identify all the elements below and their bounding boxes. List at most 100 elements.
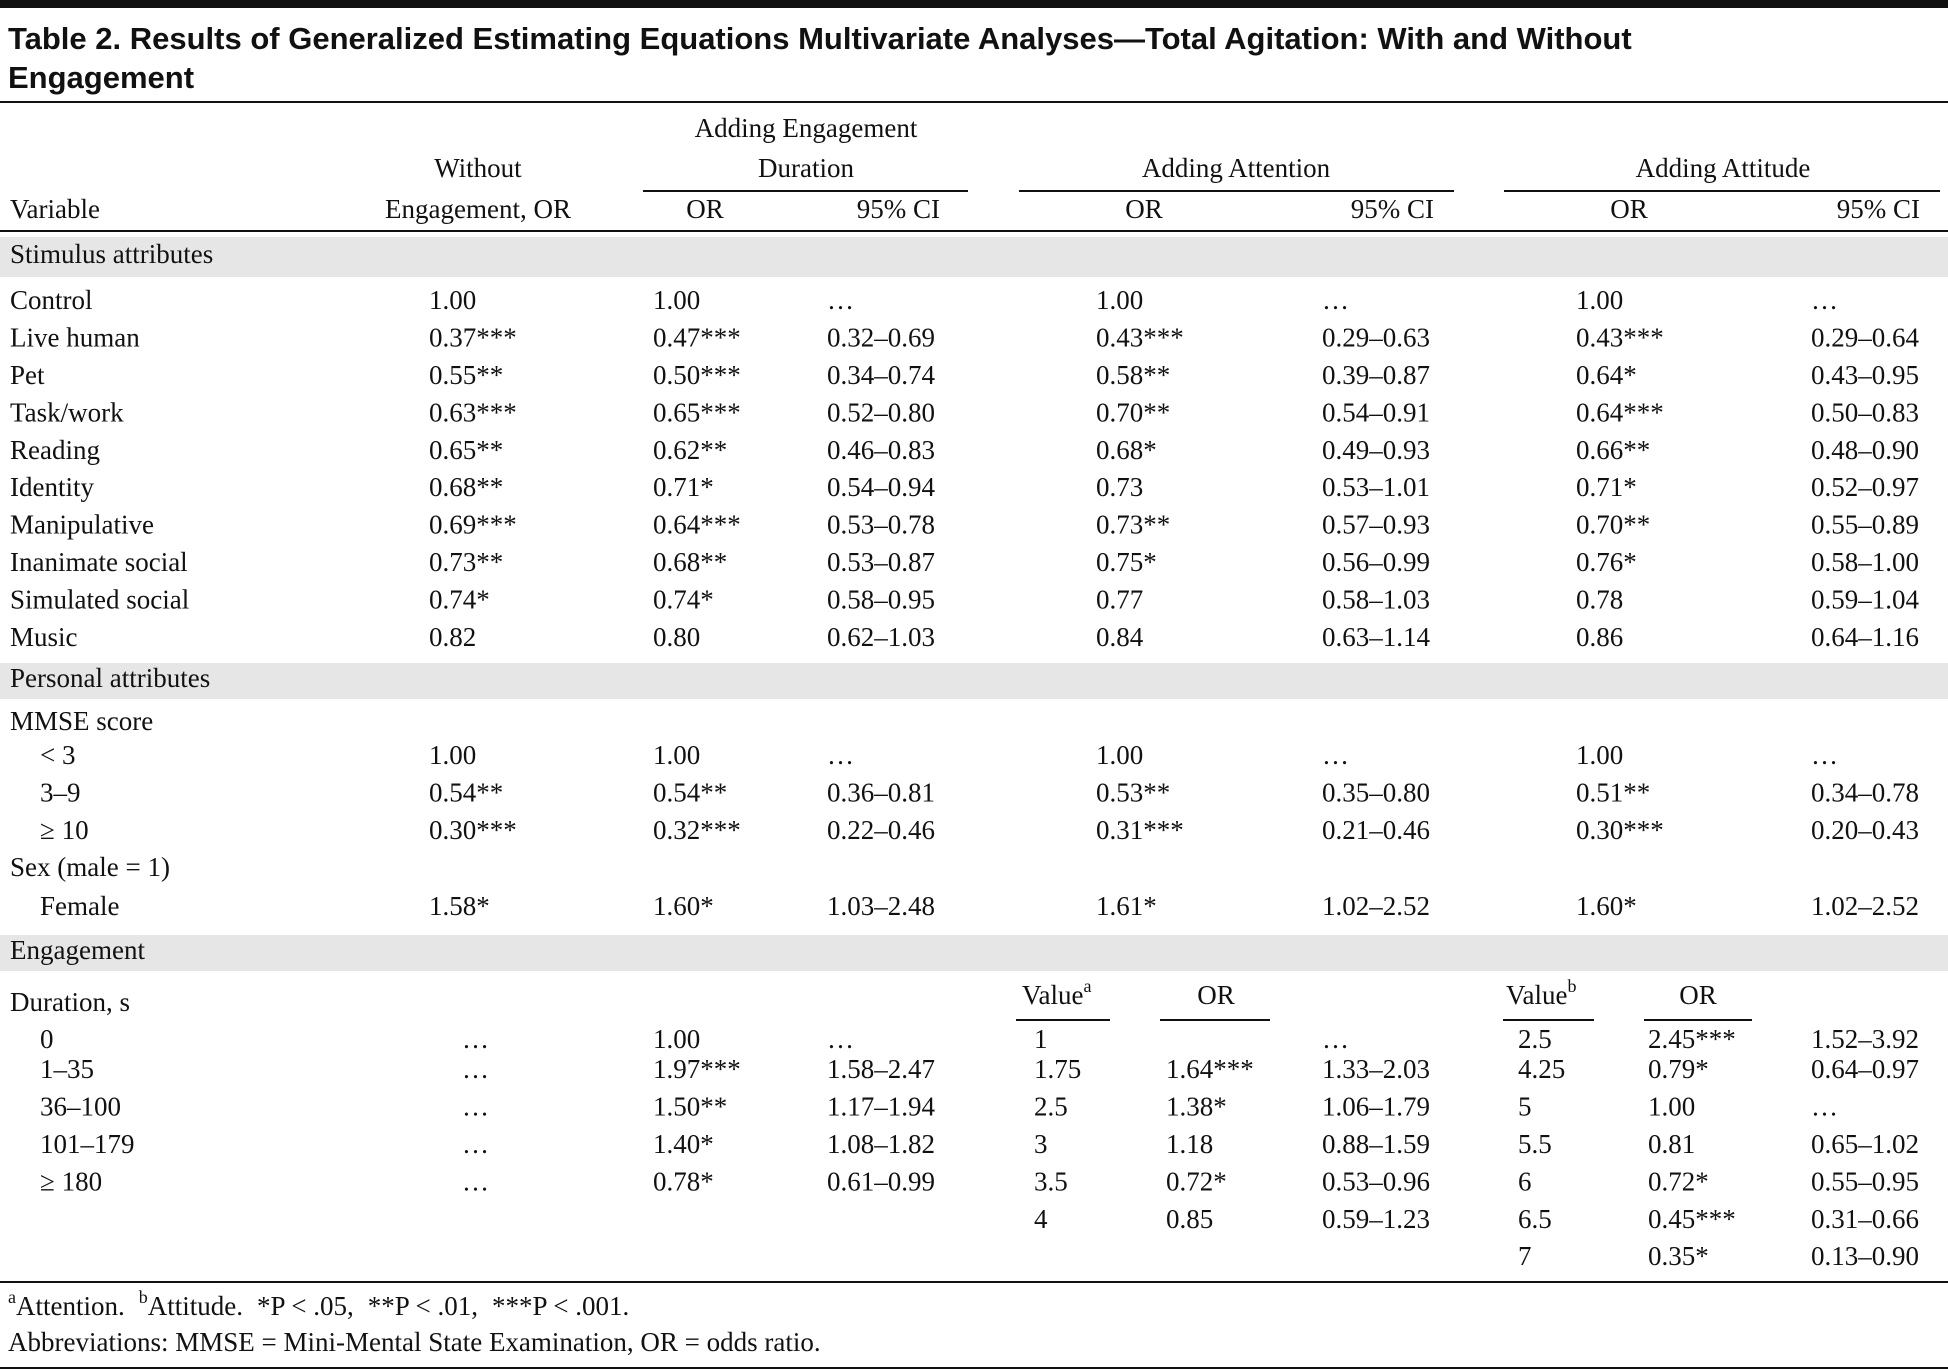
cell: 0.64–0.97 — [1811, 1054, 1919, 1084]
sub-header: 95% CI — [857, 194, 940, 224]
cell: 0.43*** — [1576, 323, 1664, 353]
cell: 0.52–0.97 — [1811, 472, 1919, 502]
group-header: Duration — [758, 153, 854, 183]
row-label: Task/work — [10, 397, 124, 427]
cell: 0.39–0.87 — [1322, 360, 1430, 390]
cell: 1.58* — [429, 891, 490, 921]
cell: 0.77 — [1096, 584, 1143, 614]
significance: ***P < .001. — [492, 1291, 629, 1321]
value: 1.75 — [1034, 1054, 1081, 1084]
top-bar — [0, 0, 1948, 8]
cell: 0.50–0.83 — [1811, 397, 1919, 427]
cell: … — [462, 1054, 489, 1084]
cell: 0.80 — [653, 622, 700, 652]
cell: 0.34–0.74 — [827, 360, 936, 390]
abbreviations: Abbreviations: MMSE = Mini-Mental State … — [8, 1327, 821, 1357]
cell: 0.31*** — [1096, 815, 1184, 845]
cell: 0.81 — [1648, 1129, 1695, 1159]
cell: 1.33–2.03 — [1322, 1054, 1430, 1084]
section-label: Engagement — [10, 935, 145, 965]
value-header-text: Value — [1022, 980, 1083, 1010]
cell: 1.52–3.92 — [1811, 1024, 1919, 1054]
cell: 0.51** — [1576, 778, 1650, 808]
cell: 0.75* — [1096, 547, 1157, 577]
row-label: < 3 — [40, 740, 75, 770]
cell: 2.45*** — [1648, 1024, 1736, 1054]
cell: 0.58–1.00 — [1811, 547, 1919, 577]
section-label: Stimulus attributes — [10, 239, 213, 269]
cell: 0.20–0.43 — [1811, 815, 1919, 845]
row-label: Live human — [10, 323, 140, 353]
cell: 0.88–1.59 — [1322, 1129, 1430, 1159]
value-header-text: Value — [1506, 980, 1567, 1010]
cell: 1.17–1.94 — [827, 1092, 936, 1122]
cell: 0.31–0.66 — [1811, 1204, 1919, 1234]
sub-header: OR — [686, 194, 724, 224]
cell: 0.21–0.46 — [1322, 815, 1430, 845]
cell: 0.30*** — [429, 815, 517, 845]
cell: 0.43*** — [1096, 323, 1184, 353]
cell: 0.13–0.90 — [1811, 1241, 1919, 1271]
superscript: b — [1567, 976, 1576, 996]
row-label: 1–35 — [40, 1054, 94, 1084]
group-header: Adding Attitude — [1636, 153, 1811, 183]
group-label: Duration, s — [10, 987, 130, 1017]
superscript: a — [1083, 976, 1091, 996]
cell: 0.50*** — [653, 360, 741, 390]
superscript: a — [8, 1287, 16, 1307]
cell: 0.73** — [1096, 510, 1170, 540]
sub-header: 95% CI — [1351, 194, 1434, 224]
cell: 0.73** — [429, 547, 503, 577]
value: 5.5 — [1518, 1129, 1552, 1159]
significance: *P < .05, — [257, 1291, 354, 1321]
cell: 0.55–0.89 — [1811, 510, 1919, 540]
cell: 1.02–2.52 — [1811, 891, 1919, 921]
cell: 0.74* — [653, 584, 714, 614]
cell: 1.97*** — [653, 1054, 741, 1084]
title: Engagement — [8, 60, 194, 95]
cell: 0.59–1.23 — [1322, 1204, 1430, 1234]
cell: … — [827, 740, 854, 770]
cell: 1.00 — [429, 285, 476, 315]
cell: 0.32*** — [653, 815, 741, 845]
cell: 0.36–0.81 — [827, 778, 935, 808]
cell: 0.32–0.69 — [827, 323, 935, 353]
value: 4 — [1034, 1204, 1048, 1234]
cell: 0.29–0.63 — [1322, 323, 1430, 353]
row-label: Female — [40, 891, 119, 921]
cell: 0.56–0.99 — [1322, 547, 1430, 577]
cell: … — [1322, 740, 1349, 770]
cell: 0.53–0.78 — [827, 510, 935, 540]
cell: 0.53–1.01 — [1322, 472, 1430, 502]
cell: 0.63*** — [429, 397, 517, 427]
cell: 1.00 — [653, 1024, 700, 1054]
section-label: Personal attributes — [10, 663, 210, 693]
cell: 0.72* — [1166, 1166, 1227, 1196]
cell: 1.00 — [653, 740, 700, 770]
cell: 0.61–0.99 — [827, 1166, 935, 1196]
cell: 1.00 — [1576, 740, 1623, 770]
cell: 0.30*** — [1576, 815, 1664, 845]
cell: 0.70** — [1576, 510, 1650, 540]
sub-header: OR — [1197, 980, 1235, 1010]
cell: 0.62–1.03 — [827, 622, 935, 652]
cell: 0.62** — [653, 435, 727, 465]
cell: 0.45*** — [1648, 1204, 1736, 1234]
cell: 0.65–1.02 — [1811, 1129, 1919, 1159]
cell: … — [1811, 285, 1838, 315]
note: Attention. — [16, 1291, 125, 1321]
cell: 0.35–0.80 — [1322, 778, 1430, 808]
cell: 1.00 — [1096, 740, 1143, 770]
cell: … — [462, 1092, 489, 1122]
sub-header: OR — [1610, 194, 1648, 224]
cell: 1.40* — [653, 1129, 714, 1159]
cell: 0.46–0.83 — [827, 435, 935, 465]
footnote: aAttention. bAttitude. *P < .05, **P < .01,… — [8, 1287, 629, 1321]
cell: 1.18 — [1166, 1129, 1213, 1159]
row-label: Reading — [10, 435, 100, 465]
cell: 0.71* — [1576, 472, 1637, 502]
cell: 0.54–0.91 — [1322, 397, 1430, 427]
group-label: MMSE score — [10, 706, 153, 736]
cell: 0.48–0.90 — [1811, 435, 1919, 465]
